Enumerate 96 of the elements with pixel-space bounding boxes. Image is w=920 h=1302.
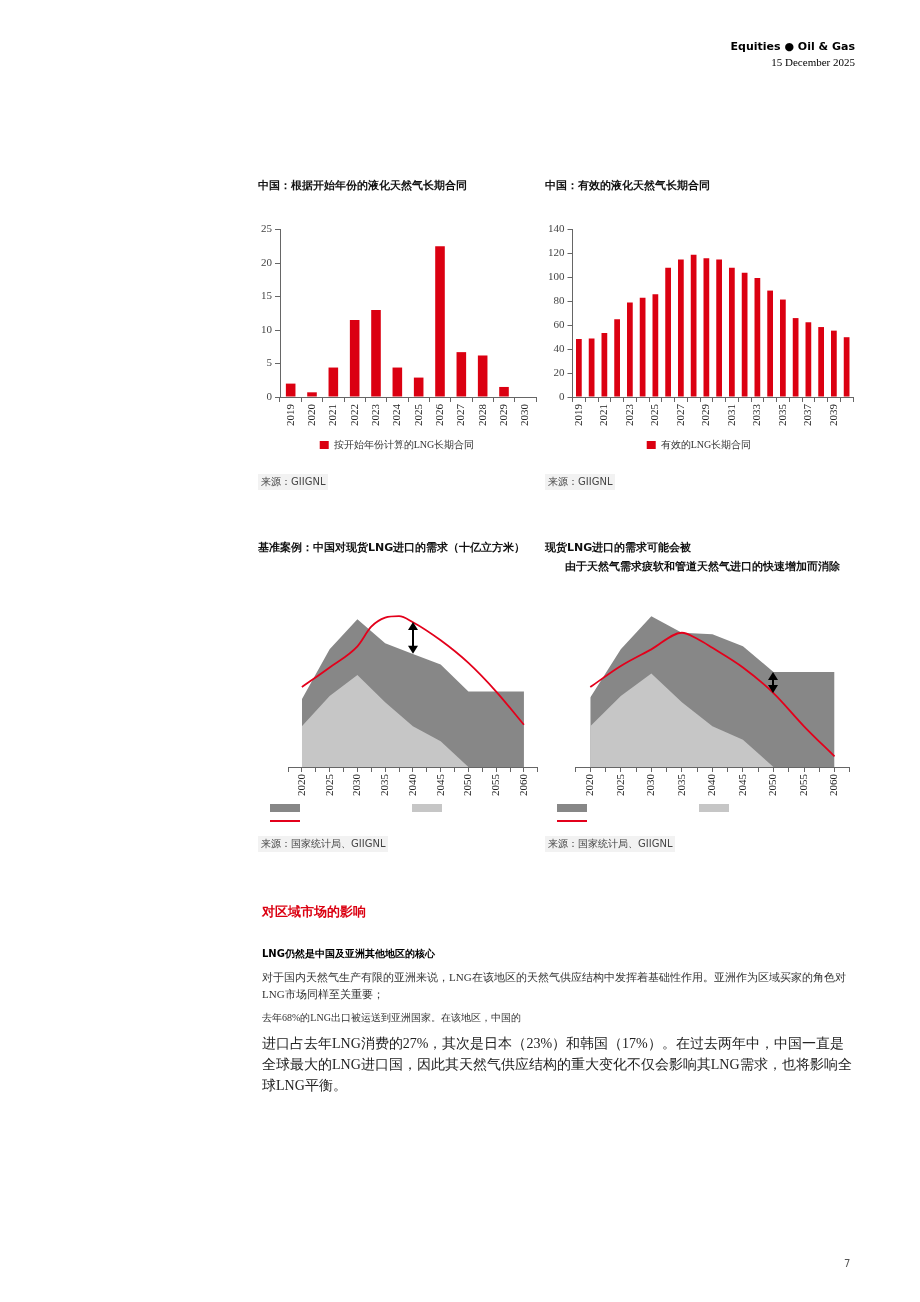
x-tick-label: 2025	[411, 403, 424, 426]
y-tick-label: 20	[261, 255, 273, 268]
y-tick-label: 25	[261, 222, 273, 235]
x-tick-label: 2024	[390, 403, 403, 426]
x-tick-label: 2029	[699, 403, 712, 426]
bar	[767, 290, 773, 397]
text: 对于国内天然气生产有限的亚洲来说，LNG在该地区的天然气供应结构中发挥着基础性作用。亚洲作为区域买家的角色对LNG市场同样至关重要；	[262, 970, 847, 1002]
x-tick-label: 2019	[571, 403, 584, 426]
bar	[678, 259, 684, 397]
legend-label: 有效的LNG长期合同	[660, 438, 752, 450]
x-tick-label: 2060	[827, 773, 840, 796]
bar	[729, 267, 735, 397]
x-tick-label: 2020	[294, 773, 307, 796]
x-tick-label: 2026	[432, 403, 445, 426]
x-tick-label: 2050	[766, 773, 779, 796]
bar	[614, 319, 620, 397]
x-tick-label: 2045	[735, 773, 748, 796]
x-tick-label: 2027	[673, 403, 686, 426]
bar	[576, 339, 582, 397]
x-tick-label: 2021	[597, 404, 610, 426]
bar	[392, 367, 403, 397]
x-tick-label: 2025	[648, 403, 661, 426]
chart-title: 基准案例：中国对现货LNG进口的需求（十亿立方米）	[258, 541, 526, 554]
x-tick-label: 2055	[489, 773, 502, 796]
y-tick-label: 0	[266, 389, 273, 402]
bar	[371, 309, 381, 397]
x-tick-label: 2022	[347, 404, 360, 426]
legend-label: 按开始年份计算的LNG长期合同	[333, 438, 475, 450]
bar	[349, 320, 360, 397]
x-tick-label: 2045	[433, 773, 446, 796]
x-tick-label: 2027	[454, 403, 467, 426]
bar	[499, 386, 509, 397]
x-tick-label: 2021	[326, 404, 339, 426]
y-tick-label: 40	[553, 342, 565, 355]
x-tick-label: 2023	[368, 403, 381, 426]
chart-title: 中国：根据开始年份的液化天然气长期合同	[258, 179, 467, 192]
x-tick-label: 2030	[350, 773, 363, 796]
x-tick-label: 2039	[826, 403, 839, 426]
x-tick-label: 2040	[705, 773, 718, 796]
bar	[285, 383, 296, 397]
bar	[435, 246, 445, 397]
x-tick-label: 2030	[518, 403, 531, 426]
bar	[477, 355, 488, 397]
x-tick-label: 2020	[583, 773, 596, 796]
text: 进口占去年LNG消费的27%，其次是日本（23%）和韩国（17%）。在过去两年中，中国一直是全球最大的LNG进口国，因此其天然气供应结构的重大变化不仅会影响其LNG需求，也将影响全球LNG平衡。	[262, 1035, 852, 1095]
source-note: 来源：GIIGNL	[258, 474, 329, 490]
y-tick-label: 15	[261, 289, 273, 302]
text: Equities ● Oil & Gas	[729, 40, 855, 53]
x-tick-label: 2030	[644, 773, 657, 796]
bar	[665, 267, 671, 397]
x-tick-label: 2040	[405, 773, 418, 796]
y-tick-label: 120	[548, 246, 565, 259]
y-tick-label: 80	[553, 294, 565, 307]
x-tick-label: 2029	[496, 403, 509, 426]
text: 7	[844, 1258, 851, 1269]
x-tick-label: 2023	[622, 403, 635, 426]
x-tick-label: 2028	[475, 403, 488, 426]
text: 去年68%的LNG出口被运送到亚洲国家。在该地区，中国的	[262, 1011, 522, 1025]
x-tick-label: 2037	[801, 403, 814, 426]
y-tick-label: 5	[266, 356, 273, 369]
y-tick-label: 60	[553, 318, 565, 331]
y-tick-label: 20	[553, 365, 565, 378]
x-tick-label: 2031	[724, 404, 737, 426]
y-tick-label: 100	[548, 270, 565, 283]
x-tick-label: 2060	[516, 773, 529, 796]
text: LNG仍然是中国及亚洲其他地区的核心	[262, 947, 436, 961]
x-tick-label: 2033	[750, 403, 763, 426]
text: 15 December 2025	[770, 56, 855, 68]
bar	[716, 259, 722, 397]
x-tick-label: 2055	[796, 773, 809, 796]
source-note: 来源：GIIGNL	[545, 474, 616, 490]
text: 对区域市场的影响	[262, 903, 367, 921]
chart-title: 现货LNG进口的需求可能会被	[545, 540, 693, 555]
bar	[413, 377, 424, 397]
x-tick-label: 2035	[674, 773, 687, 796]
x-tick-label: 2025	[322, 773, 335, 796]
bar	[818, 327, 824, 397]
x-tick-label: 2035	[378, 773, 391, 796]
bar	[328, 367, 339, 397]
chart-subtitle: 由于天然气需求疲软和管道天然气进口的快速增加而消除	[564, 559, 841, 574]
x-tick-label: 2025	[613, 773, 626, 796]
source-note: 来源：国家统计局、GIIGNL	[258, 836, 389, 852]
y-tick-label: 0	[559, 389, 565, 402]
bar	[456, 352, 467, 397]
chart-title: 中国：有效的液化天然气长期合同	[545, 178, 711, 193]
bar	[307, 392, 317, 397]
bar	[627, 302, 633, 397]
x-tick-label: 2050	[461, 773, 474, 796]
x-tick-label: 2035	[775, 403, 788, 426]
bar	[780, 299, 786, 397]
bar	[831, 330, 837, 397]
x-tick-label: 2020	[304, 403, 317, 426]
y-tick-label: 10	[261, 322, 273, 335]
y-tick-label: 140	[548, 222, 565, 235]
source-note: 来源：国家统计局、GIIGNL	[545, 836, 676, 852]
x-tick-label: 2019	[283, 403, 296, 426]
